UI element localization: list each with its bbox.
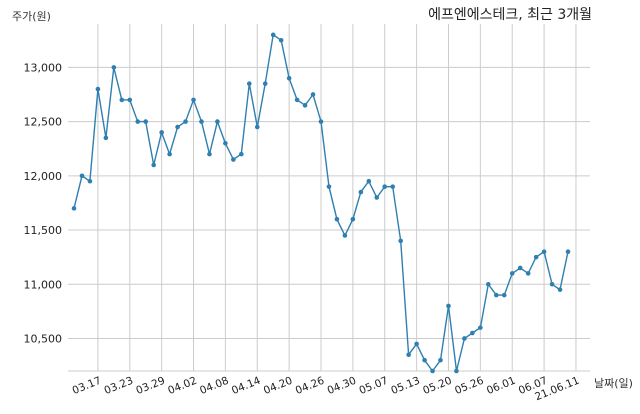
data-point	[223, 140, 228, 146]
data-point	[278, 37, 284, 43]
data-point	[151, 162, 156, 168]
data-points	[71, 32, 571, 374]
data-point	[565, 249, 571, 255]
data-point	[167, 151, 172, 157]
data-point	[254, 124, 260, 130]
x-tick-label: 06.01	[485, 375, 517, 397]
data-point	[350, 216, 356, 222]
data-point	[438, 357, 443, 363]
data-point	[231, 157, 236, 162]
data-point	[517, 265, 523, 271]
data-point	[501, 292, 507, 298]
data-point	[414, 341, 419, 347]
data-point	[191, 97, 196, 103]
data-point	[326, 184, 332, 189]
x-tick-label: 04.14	[230, 375, 263, 398]
data-point	[215, 119, 220, 124]
data-point	[239, 151, 244, 157]
data-point	[143, 119, 149, 124]
data-point	[246, 81, 252, 86]
data-point	[175, 124, 180, 130]
data-point	[262, 81, 268, 86]
x-tick-label: 04.02	[166, 375, 198, 397]
data-point	[159, 130, 164, 135]
x-tick-label: 03.23	[103, 375, 135, 397]
x-tick-label: 03.29	[134, 375, 166, 397]
x-tick-label: 04.30	[326, 375, 358, 397]
data-point	[557, 287, 563, 292]
x-axis-ticks: 03.17 03.23 03.29 04.02 04.08 04.14 04.20 04.26…	[71, 375, 581, 404]
data-point	[374, 195, 380, 200]
data-point	[493, 292, 499, 298]
x-tick-label: 04.20	[262, 375, 294, 397]
data-point	[390, 184, 396, 189]
data-point	[310, 92, 316, 97]
y-tick-label: 10,500	[24, 332, 63, 345]
data-point	[111, 65, 117, 70]
y-tick-label: 12,000	[24, 170, 63, 183]
grid-lines	[68, 24, 590, 372]
y-axis-ticks: 10,500 11,000 11,500 12,000 12,500 13,000	[24, 61, 63, 345]
data-point	[430, 368, 435, 374]
data-point	[446, 303, 451, 309]
data-point	[541, 249, 547, 255]
data-point	[119, 97, 125, 103]
data-point	[398, 238, 403, 244]
data-point	[462, 336, 467, 341]
y-tick-label: 11,000	[24, 278, 63, 291]
x-axis-label: 날짜(일)	[594, 377, 633, 390]
data-point	[302, 103, 308, 108]
data-point	[454, 368, 459, 374]
data-point	[533, 254, 539, 260]
data-point	[127, 97, 133, 103]
data-point	[470, 330, 475, 336]
data-point	[135, 119, 141, 124]
data-point	[525, 271, 531, 276]
data-point	[207, 151, 212, 157]
data-point	[199, 119, 204, 124]
data-point	[422, 357, 427, 363]
y-tick-label: 11,500	[24, 224, 63, 237]
x-tick-label: 05.07	[357, 375, 389, 397]
y-axis-label: 주가(원)	[12, 10, 51, 23]
x-tick-label: 05.13	[389, 375, 421, 397]
x-tick-label: 03.17	[71, 375, 103, 397]
data-point	[382, 184, 388, 189]
data-point	[294, 97, 300, 103]
data-point	[486, 281, 491, 287]
chart-title: 에프엔에스테크, 최근 3개월	[428, 7, 592, 23]
y-tick-label: 12,500	[24, 116, 63, 129]
data-point	[358, 189, 364, 195]
data-point	[342, 233, 348, 238]
data-point	[406, 352, 411, 358]
data-point	[334, 216, 340, 222]
data-point	[103, 135, 109, 141]
x-tick-label: 04.08	[198, 375, 230, 397]
data-point	[183, 119, 188, 124]
y-tick-label: 13,000	[24, 61, 63, 74]
data-point	[366, 178, 372, 184]
data-point	[549, 281, 555, 287]
data-point	[87, 178, 93, 184]
x-tick-label: 05.20	[421, 375, 453, 397]
data-point	[478, 325, 483, 330]
data-point	[71, 206, 77, 211]
x-tick-label: 04.26	[294, 375, 327, 398]
data-point	[509, 271, 515, 276]
data-point	[270, 32, 276, 38]
data-point	[95, 86, 101, 92]
x-tick-label: 05.26	[453, 375, 486, 398]
data-point	[79, 173, 85, 179]
data-point	[286, 75, 292, 81]
data-point	[318, 119, 324, 124]
